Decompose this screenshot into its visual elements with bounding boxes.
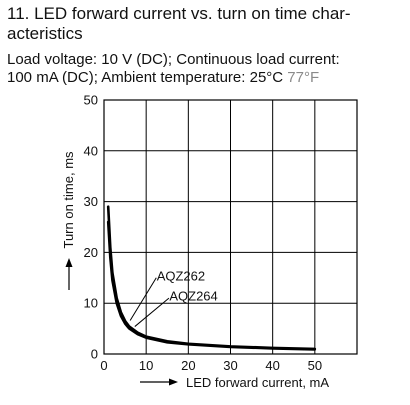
annotation-leader [129, 277, 157, 321]
series-line-aqz264 [106, 220, 317, 351]
y-tick-label: 50 [84, 93, 98, 108]
chart-title-line2: acteristics [7, 24, 83, 43]
y-tick-label: 30 [84, 194, 98, 209]
x-tick-label: 50 [308, 358, 322, 373]
x-tick-label: 30 [223, 358, 237, 373]
x-tick-label: 20 [181, 358, 195, 373]
y-tick-label: 0 [91, 347, 98, 362]
plot-frame [103, 99, 358, 355]
annotation-label: AQZ262 [157, 268, 205, 283]
test-conditions: Load voltage: 10 V (DC); Continuous load… [7, 51, 407, 87]
x-axis-label: LED forward current, mA [186, 375, 329, 390]
test-conditions-line1: Load voltage: 10 V (DC); Continuous load… [7, 51, 340, 68]
chart-title-line1: 11. LED forward current vs. turn on time… [7, 4, 351, 23]
y-axis-arrow [65, 258, 73, 290]
y-tick-label: 20 [84, 245, 98, 260]
x-tick-label: 10 [139, 358, 153, 373]
y-tick-label: 40 [84, 143, 98, 158]
test-conditions-celsius: 100 mA (DC); Ambient temperature: 25°C [7, 69, 288, 86]
grid [104, 100, 357, 354]
plot-border [103, 99, 358, 355]
annotation-label: AQZ264 [169, 289, 217, 304]
x-tick-label: 40 [265, 358, 279, 373]
annotations: AQZ262 AQZ264 [129, 268, 218, 327]
series-line-aqz262 [106, 205, 317, 351]
x-axis-arrow [140, 378, 178, 386]
test-conditions-line2: 100 mA (DC); Ambient temperature: 25°C 7… [7, 69, 407, 87]
test-conditions-fahrenheit: 77°F [287, 69, 320, 86]
y-axis-label: Turn on time, ms [61, 151, 76, 249]
annotation-leader [134, 297, 170, 327]
chart-title: 11. LED forward current vs. turn on time… [7, 4, 407, 44]
y-tick-label: 10 [84, 296, 98, 311]
series [106, 205, 317, 351]
tick-labels: 0 10 20 30 40 50 0 10 20 30 40 50 [84, 93, 323, 374]
x-tick-label: 0 [100, 358, 107, 373]
